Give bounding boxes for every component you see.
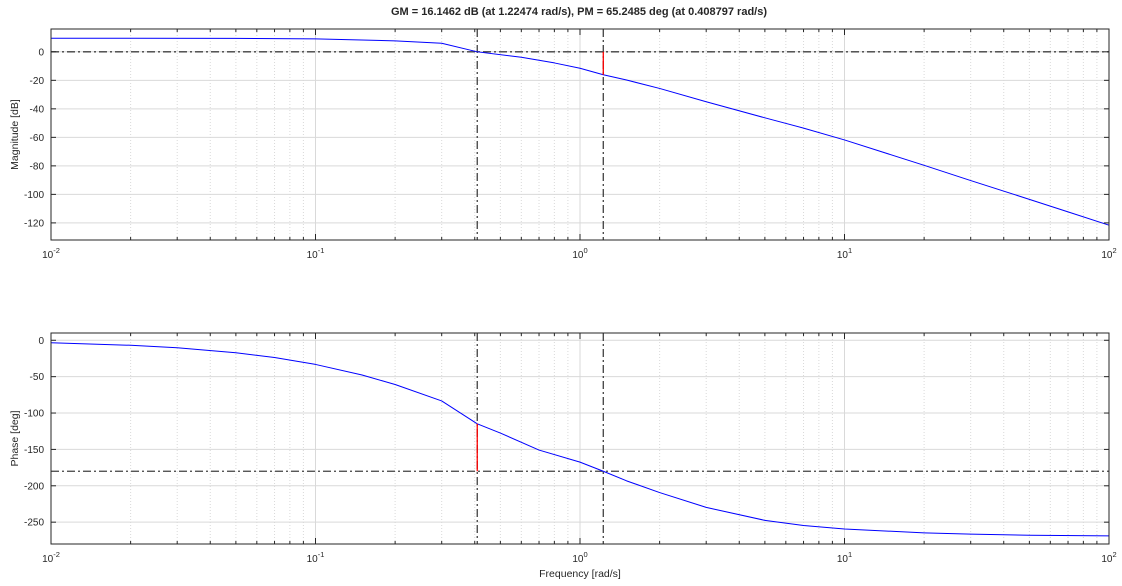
- phase-reference-lines: [51, 333, 1109, 544]
- phase-ytick-label: -200: [24, 481, 44, 492]
- magnitude-response-line: [50, 37, 1110, 226]
- phase-xlabel: Frequency [rad/s]: [539, 568, 621, 580]
- phase-xtick-label: 102: [1101, 550, 1116, 565]
- phase-ylabel: Phase [deg]: [9, 410, 21, 466]
- figure-title: GM = 16.1462 dB (at 1.22474 rad/s), PM =…: [391, 6, 767, 18]
- magnitude-xtick-label: 10-2: [42, 246, 60, 261]
- magnitude-xtick-label: 101: [837, 246, 852, 261]
- phase-ticks: 10-2 10-1 100 101 102 0 -50 -100 -150 -200 -250: [24, 333, 1117, 565]
- phase-response-line: [50, 342, 1110, 537]
- phase-grid: [51, 333, 1109, 544]
- magnitude-ticks: 10-2 10-1 100 101 102 0 -20 -40 -60 -80 -100 -120: [24, 29, 1117, 261]
- phase-ytick-label: -50: [30, 372, 45, 383]
- magnitude-ylabel: Magnitude [dB]: [9, 99, 21, 170]
- magnitude-series: [50, 37, 1110, 226]
- phase-xtick-label: 101: [837, 550, 852, 565]
- magnitude-ytick-label: -120: [24, 218, 44, 229]
- phase-xtick-label: 100: [572, 550, 587, 565]
- phase-ytick-label: 0: [38, 336, 44, 347]
- phase-panel: 10-2 10-1 100 101 102 0 -50 -100 -150 -200 -250 Ph…: [9, 332, 1117, 580]
- phase-ytick-label: -250: [24, 518, 44, 529]
- magnitude-xtick-label: 102: [1101, 246, 1116, 261]
- phase-xtick-label: 10-2: [42, 550, 60, 565]
- magnitude-ytick-label: -60: [30, 133, 45, 144]
- phase-ytick-label: -100: [24, 409, 44, 420]
- phase-series: [50, 342, 1110, 537]
- magnitude-ytick-label: -100: [24, 190, 44, 201]
- magnitude-ytick-label: 0: [38, 47, 44, 58]
- magnitude-panel: 10-2 10-1 100 101 102 0 -20 -40 -60 -80 -100 -120 M…: [9, 28, 1117, 261]
- magnitude-ytick-label: -40: [30, 104, 45, 115]
- magnitude-xtick-label: 10-1: [307, 246, 325, 261]
- phase-xtick-label: 10-1: [307, 550, 325, 565]
- magnitude-ytick-label: -80: [30, 161, 45, 172]
- magnitude-xtick-label: 100: [572, 246, 587, 261]
- phase-ytick-label: -150: [24, 445, 44, 456]
- magnitude-ytick-label: -20: [30, 76, 45, 87]
